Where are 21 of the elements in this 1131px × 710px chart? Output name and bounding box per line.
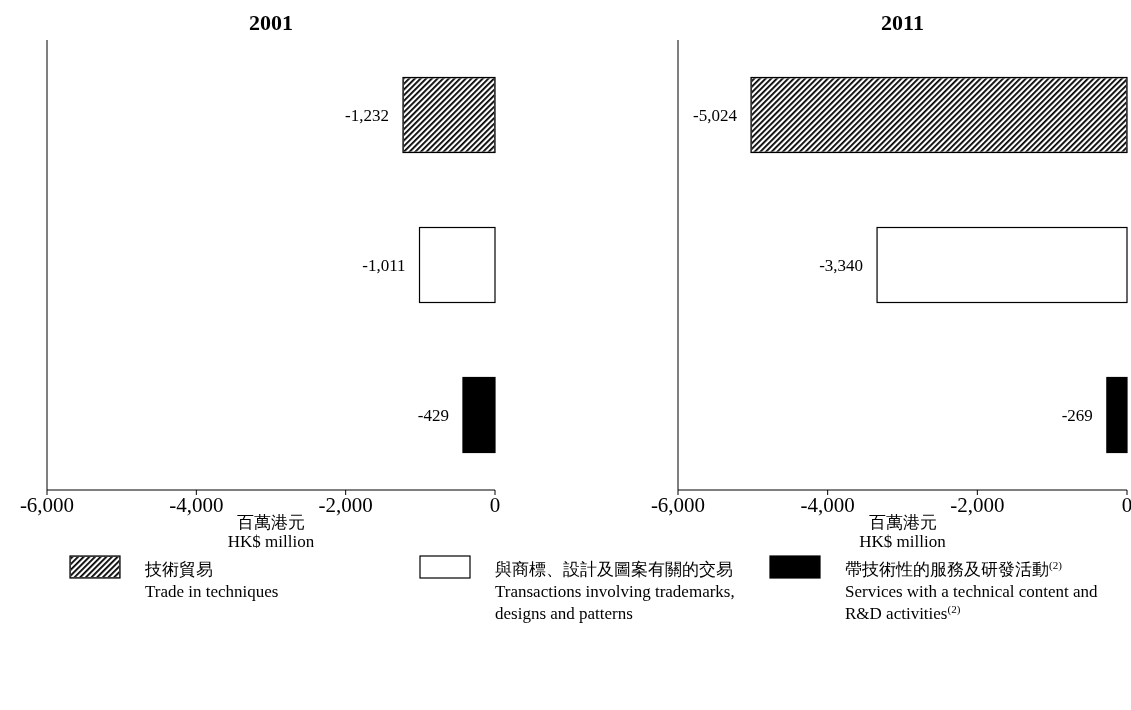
data-label: -429 bbox=[417, 406, 449, 425]
legend-label: 技術貿易 Trade in techniques bbox=[144, 560, 279, 601]
x-tick-label: -4,000 bbox=[169, 493, 224, 517]
x-axis-title: 百萬港元 HK$ million bbox=[227, 513, 315, 551]
x-tick-label: -2,000 bbox=[318, 493, 373, 517]
x-tick-label: -6,000 bbox=[19, 493, 75, 517]
data-label: -1,232 bbox=[345, 106, 390, 125]
x-axis-title: 百萬港元 HK$ million bbox=[859, 513, 947, 551]
data-label: -1,011 bbox=[362, 256, 406, 275]
x-tick-label: -2,000 bbox=[950, 493, 1005, 517]
chart-title: 2011 bbox=[881, 10, 924, 35]
x-tick-label: -4,000 bbox=[800, 493, 855, 517]
data-label: -269 bbox=[1061, 406, 1093, 425]
data-label: -5,024 bbox=[693, 106, 738, 125]
legend-label: 帶技術性的服務及研發活動$^{(2)}$ Services with a technical content and R&D activities$^{(2)}$ bbox=[845, 559, 1099, 623]
chart-title: 2001 bbox=[249, 10, 293, 35]
x-tick-label: 0 bbox=[489, 493, 501, 517]
legend-label: 與商標、設計及圖案有關的交易 Transactions involving trademarks, designs and patterns bbox=[495, 560, 735, 623]
x-tick-label: -6,000 bbox=[650, 493, 706, 517]
data-label: -3,340 bbox=[819, 256, 864, 275]
x-tick-label: 0 bbox=[1121, 493, 1131, 517]
